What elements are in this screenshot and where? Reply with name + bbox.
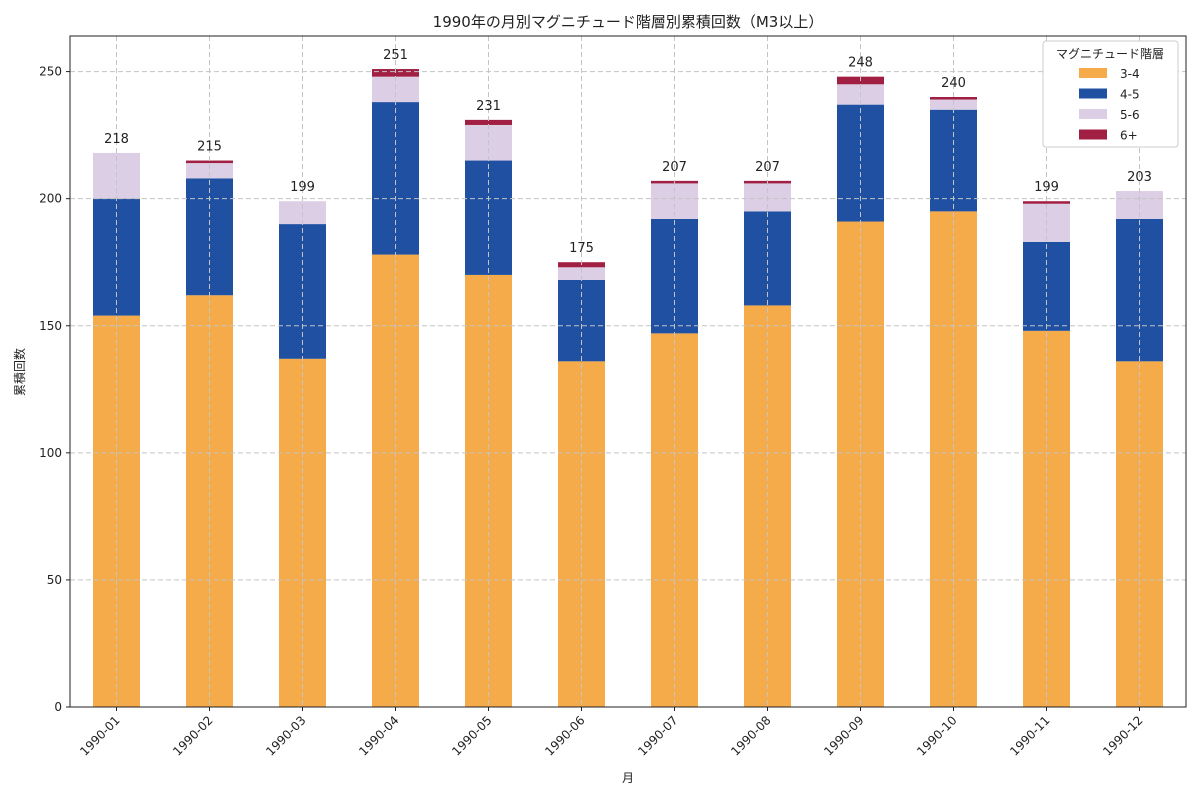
bar-segment-4-5 [1116,219,1163,362]
legend-label: 4-5 [1120,88,1140,102]
bar-segment-4-5 [744,211,791,306]
x-tick-label: 1990-09 [821,713,866,758]
y-tick-label: 100 [39,446,62,460]
total-label: 207 [755,160,780,175]
y-tick-label: 150 [39,319,62,333]
legend-swatch [1079,129,1107,140]
total-label: 231 [476,99,501,114]
bar-segment-6+ [465,119,512,125]
bar-segment-6+ [1023,201,1070,204]
total-label: 248 [848,56,873,71]
y-tick-label: 50 [47,573,62,587]
x-axis-label: 月 [622,771,634,785]
x-tick-label: 1990-08 [728,713,773,758]
legend-swatch [1079,88,1107,99]
bar-segment-5-6 [186,163,233,179]
x-tick-label: 1990-10 [914,713,959,758]
plot-frame [69,35,1187,708]
chart-title: 1990年の月別マグニチュード階層別累積回数（M3以上） [433,13,824,31]
bar-segment-6+ [930,97,977,100]
x-tick-label: 1990-04 [356,713,401,758]
total-labels: 218 215 199 251 231 175 207 207 248 240 199 203 [104,48,1152,256]
total-label: 199 [1034,180,1059,195]
x-tick-label: 1990-06 [542,713,587,758]
legend-label: 6+ [1120,129,1138,143]
x-tick-label: 1990-02 [170,713,215,758]
legend-swatch [1079,109,1107,119]
bars [93,69,1163,708]
legend-label: 5-6 [1120,108,1140,122]
bar-segment-4-5 [465,160,512,275]
y-axis-label: 累積回数 [12,348,27,396]
x-tick-label: 1990-12 [1100,713,1145,758]
bar-segment-3-4 [465,274,512,707]
x-tick-label: 1990-03 [263,713,308,758]
total-label: 207 [662,160,687,175]
bar-segment-6+ [186,160,233,164]
grid [70,36,1186,707]
total-label: 203 [1127,170,1152,185]
total-label: 240 [941,76,966,91]
y-tick-label: 250 [39,65,62,79]
legend-title: マグニチュード階層 [1056,46,1164,61]
total-label: 218 [104,132,129,147]
total-label: 251 [383,48,408,63]
bar-segment-5-6 [558,267,605,280]
legend-swatch [1079,68,1107,78]
total-label: 199 [290,180,315,195]
legend-label: 3-4 [1120,67,1140,81]
x-tick-label: 1990-07 [635,713,680,758]
x-tick-label: 1990-11 [1007,713,1052,758]
legend-box [1042,40,1179,148]
x-tick-label: 1990-05 [449,713,494,758]
total-label: 215 [197,140,222,155]
y-tick-label: 200 [39,192,62,206]
total-label: 175 [569,241,594,256]
x-tick-label: 1990-01 [77,713,122,758]
legend: マグニチュード階層 3-4 4-5 5-6 6+ [1042,40,1179,148]
y-tick-label: 0 [54,700,62,714]
